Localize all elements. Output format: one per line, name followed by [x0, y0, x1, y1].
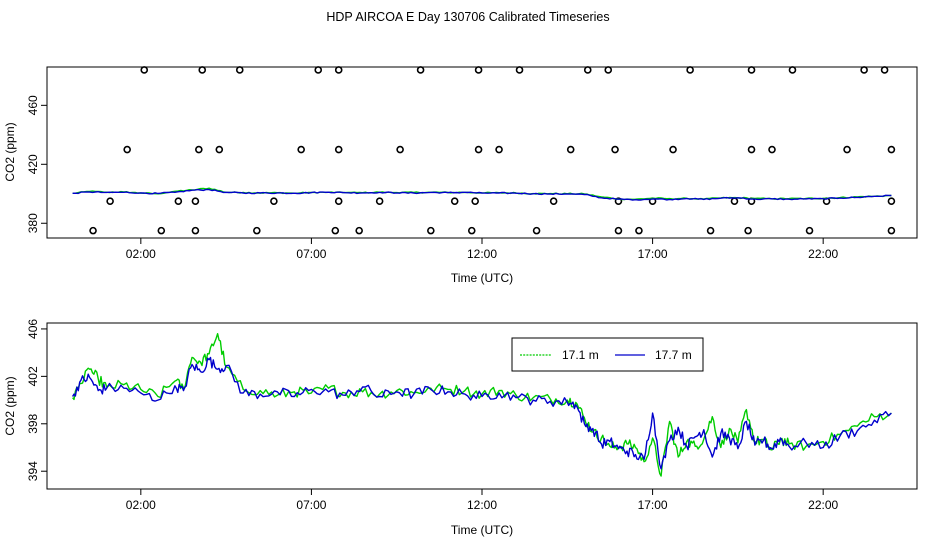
top-panel-scatter: 380 420 460 02:00 07:00 12:00 17:00 22:00 Time…	[3, 66, 918, 285]
legend-label-blue: 17.7 m	[655, 348, 692, 362]
scatter-point	[471, 197, 479, 205]
scatter-point	[747, 66, 756, 74]
scatter-point	[686, 66, 694, 74]
top-x-tick-label: 22:00	[808, 247, 838, 261]
bottom-x-tick-label: 02:00	[126, 498, 156, 512]
scatter-point	[334, 197, 343, 205]
top-x-axis: 02:00 07:00 12:00 17:00 22:00	[126, 238, 839, 261]
top-lines	[72, 187, 892, 201]
scatter-point	[195, 145, 203, 154]
scatter-point	[566, 145, 575, 154]
scatter-point	[427, 226, 435, 235]
scatter-point	[880, 66, 889, 74]
scatter-point	[788, 66, 797, 74]
bottom-y-axis-label: CO2 (ppm)	[3, 376, 17, 435]
scatter-point	[314, 66, 323, 74]
scatter-point	[583, 66, 592, 74]
bottom-y-tick-label: 406	[26, 319, 40, 339]
scatter-point	[768, 145, 776, 154]
bottom-y-tick-label: 402	[26, 366, 40, 386]
scatter-point	[805, 226, 814, 235]
chart-title: HDP AIRCOA E Day 130706 Calibrated Times…	[326, 10, 609, 24]
bottom-panel-line: 394 398 402 406 02:00 07:00 12:00 17:00 22:00 T…	[3, 319, 918, 537]
scatter-point	[198, 66, 207, 74]
bottom-x-axis-label: Time (UTC)	[451, 523, 513, 537]
scatter-point	[604, 66, 613, 74]
scatter-point	[157, 226, 166, 235]
bottom-y-tick-label: 398	[26, 413, 40, 433]
scatter-point	[375, 197, 384, 205]
scatter-point	[334, 145, 343, 154]
scatter-point	[297, 145, 305, 154]
scatter-point	[730, 197, 739, 205]
scatter-point	[744, 226, 752, 235]
scatter-point	[887, 226, 896, 235]
scatter-point	[140, 66, 149, 74]
scatter-point	[215, 145, 224, 154]
scatter-point	[235, 66, 244, 74]
scatter-point	[669, 145, 677, 154]
scatter-point	[331, 226, 340, 235]
scatter-point	[89, 226, 97, 235]
legend-label-green: 17.1 m	[562, 348, 599, 362]
bottom-x-tick-label: 17:00	[638, 498, 668, 512]
scatter-point	[474, 145, 483, 154]
scatter-point	[474, 66, 483, 74]
legend: 17.1 m 17.7 m	[511, 337, 704, 372]
scatter-point	[106, 197, 114, 205]
bottom-series-green	[72, 333, 892, 477]
top-y-tick-label: 420	[26, 154, 40, 174]
scatter-point	[614, 197, 623, 205]
scatter-point	[611, 145, 619, 154]
top-x-tick-label: 07:00	[296, 247, 326, 261]
scatter-point	[887, 197, 896, 205]
bottom-y-tick-label: 394	[26, 461, 40, 481]
top-x-axis-label: Time (UTC)	[451, 271, 513, 285]
scatter-point	[495, 145, 503, 154]
scatter-point	[467, 226, 476, 235]
bottom-series-blue	[71, 356, 892, 470]
scatter-point	[860, 66, 868, 74]
bottom-x-tick-label: 07:00	[296, 498, 326, 512]
bottom-y-axis: 394 398 402 406	[26, 319, 47, 481]
scatter-point	[270, 197, 278, 205]
scatter-point	[747, 145, 756, 154]
scatter-point	[450, 197, 459, 205]
bottom-lines	[71, 333, 892, 477]
bottom-x-tick-label: 22:00	[808, 498, 838, 512]
scatter-point	[355, 226, 363, 235]
scatter-point	[191, 197, 200, 205]
top-y-tick-label: 380	[26, 213, 40, 233]
bottom-plot-frame	[46, 322, 918, 490]
scatter-point	[174, 197, 183, 205]
scatter-point	[396, 145, 404, 154]
scatter-point	[416, 66, 425, 74]
scatter-point	[706, 226, 715, 235]
top-y-axis-label: CO2 (ppm)	[3, 122, 17, 181]
top-x-tick-label: 12:00	[467, 247, 497, 261]
top-y-tick-label: 460	[26, 95, 40, 115]
bottom-x-axis: 02:00 07:00 12:00 17:00 22:00	[126, 489, 839, 512]
top-plot-frame	[46, 66, 918, 239]
scatter-point	[532, 226, 541, 235]
scatter-point	[549, 197, 558, 205]
scatter-point	[123, 145, 131, 154]
top-points	[89, 66, 896, 235]
scatter-point	[515, 66, 524, 74]
scatter-point	[614, 226, 623, 235]
top-y-axis: 380 420 460	[26, 95, 47, 233]
scatter-point	[843, 145, 851, 154]
scatter-point	[334, 66, 343, 74]
scatter-point	[253, 226, 261, 235]
top-x-tick-label: 17:00	[638, 247, 668, 261]
scatter-point	[635, 226, 643, 235]
bottom-x-tick-label: 12:00	[467, 498, 497, 512]
top-x-tick-label: 02:00	[126, 247, 156, 261]
top-series-blue	[72, 188, 892, 201]
scatter-point	[887, 145, 896, 154]
scatter-point	[191, 226, 200, 235]
